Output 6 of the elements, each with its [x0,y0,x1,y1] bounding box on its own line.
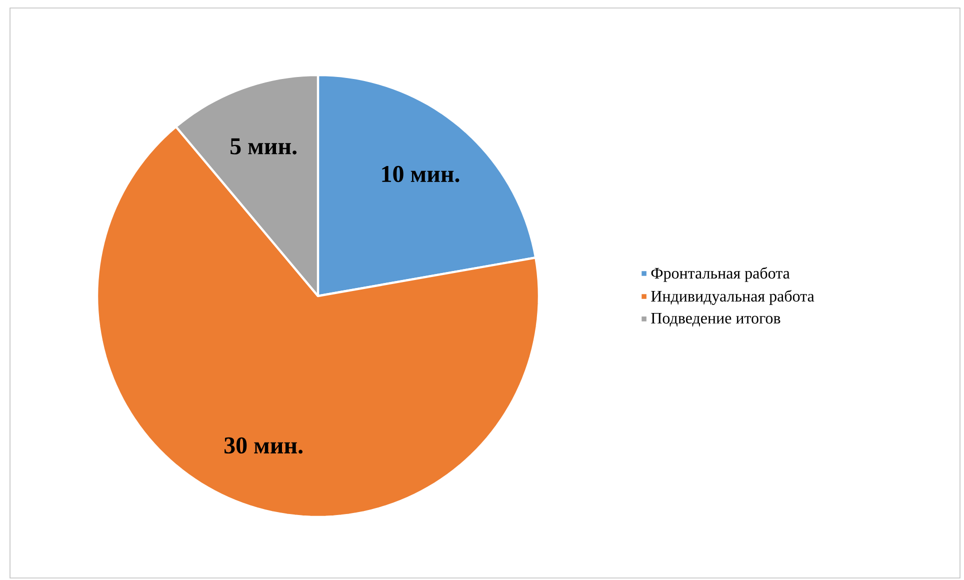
legend-label: Фронтальная работа [651,267,790,282]
data-label: 10 мин. [382,166,460,182]
legend-label: Индивидуальная работа [651,290,814,305]
data-label: 5 мин. [230,138,297,154]
data-label: 30 мин. [224,437,303,454]
legend-label: Подведение итогов [651,312,780,327]
